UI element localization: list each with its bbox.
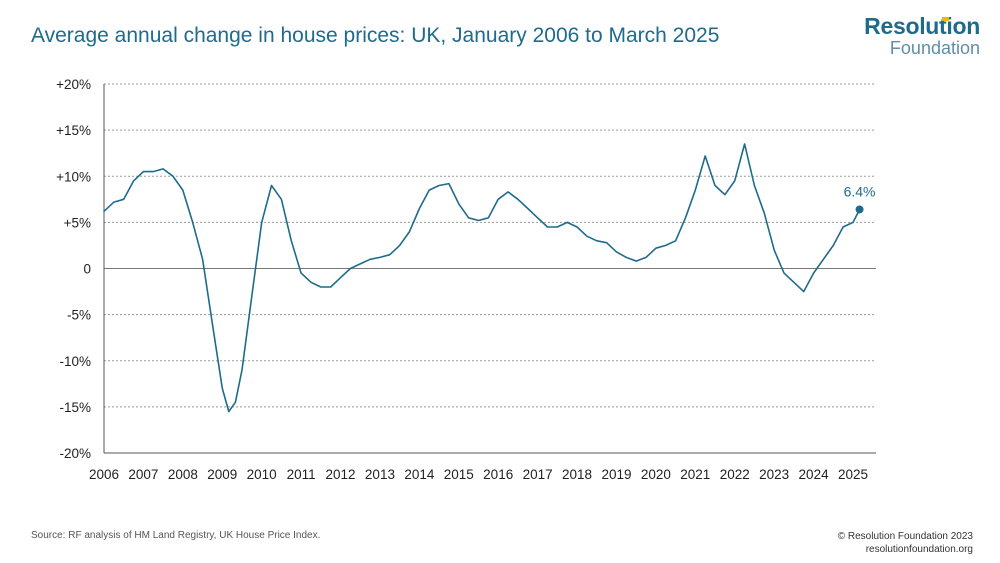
x-axis-ticks: 2006 2007 2008 2009 2010 2011 2012 2013 2014 2015… xyxy=(89,467,868,482)
x-tick-label: 2022 xyxy=(720,467,750,482)
y-axis-ticks: +20% +15% +10% +5% 0 -5% -10% -15% -20% xyxy=(56,77,91,461)
x-tick-label: 2023 xyxy=(759,467,789,482)
x-tick-label: 2013 xyxy=(365,467,395,482)
x-tick-label: 2016 xyxy=(483,467,513,482)
y-tick-label: +20% xyxy=(56,77,91,92)
axes xyxy=(103,84,876,454)
series-line xyxy=(103,143,861,413)
x-tick-label: 2025 xyxy=(838,467,868,482)
x-tick-label: 2012 xyxy=(326,467,356,482)
x-tick-label: 2008 xyxy=(168,467,198,482)
x-tick-label: 2021 xyxy=(680,467,710,482)
copyright: © Resolution Foundation 2023 resolutionf… xyxy=(838,530,973,556)
x-tick-label: 2010 xyxy=(247,467,277,482)
x-tick-label: 2006 xyxy=(89,467,119,482)
y-tick-label: +15% xyxy=(56,123,91,138)
resolution-foundation-logo: Resolution Foundation xyxy=(864,13,980,58)
y-tick-label: -10% xyxy=(59,354,91,369)
x-tick-label: 2011 xyxy=(287,467,316,482)
x-tick-label: 2009 xyxy=(207,467,237,482)
source-note: Source: RF analysis of HM Land Registry,… xyxy=(31,530,321,541)
y-tick-label: -20% xyxy=(59,446,91,461)
x-tick-label: 2017 xyxy=(523,467,553,482)
y-tick-label: +10% xyxy=(56,169,91,184)
y-tick-label: +5% xyxy=(64,215,91,230)
end-value-label: 6.4% xyxy=(844,183,876,199)
grid-lines xyxy=(104,83,876,408)
x-tick-label: 2018 xyxy=(562,467,592,482)
chart-title: Average annual change in house prices: U… xyxy=(31,24,720,47)
y-tick-label: -15% xyxy=(59,400,91,415)
x-tick-label: 2014 xyxy=(404,467,435,482)
logo-wordmark: Resolution xyxy=(864,13,980,39)
x-tick-label: 2019 xyxy=(601,467,631,482)
logo-accent-dot xyxy=(942,17,949,21)
logo-subtitle: Foundation xyxy=(889,38,980,58)
y-tick-label: -5% xyxy=(67,308,91,323)
x-tick-label: 2015 xyxy=(444,467,474,482)
copyright-line: © Resolution Foundation 2023 xyxy=(837,531,973,542)
y-tick-label: 0 xyxy=(83,262,91,277)
x-tick-label: 2007 xyxy=(128,467,158,482)
series-group: 6.4% xyxy=(103,143,876,413)
x-tick-label: 2024 xyxy=(799,467,830,482)
x-tick-label: 2020 xyxy=(641,467,671,482)
end-point-marker xyxy=(855,205,864,214)
website-url: resolutionfoundation.org xyxy=(865,544,973,555)
